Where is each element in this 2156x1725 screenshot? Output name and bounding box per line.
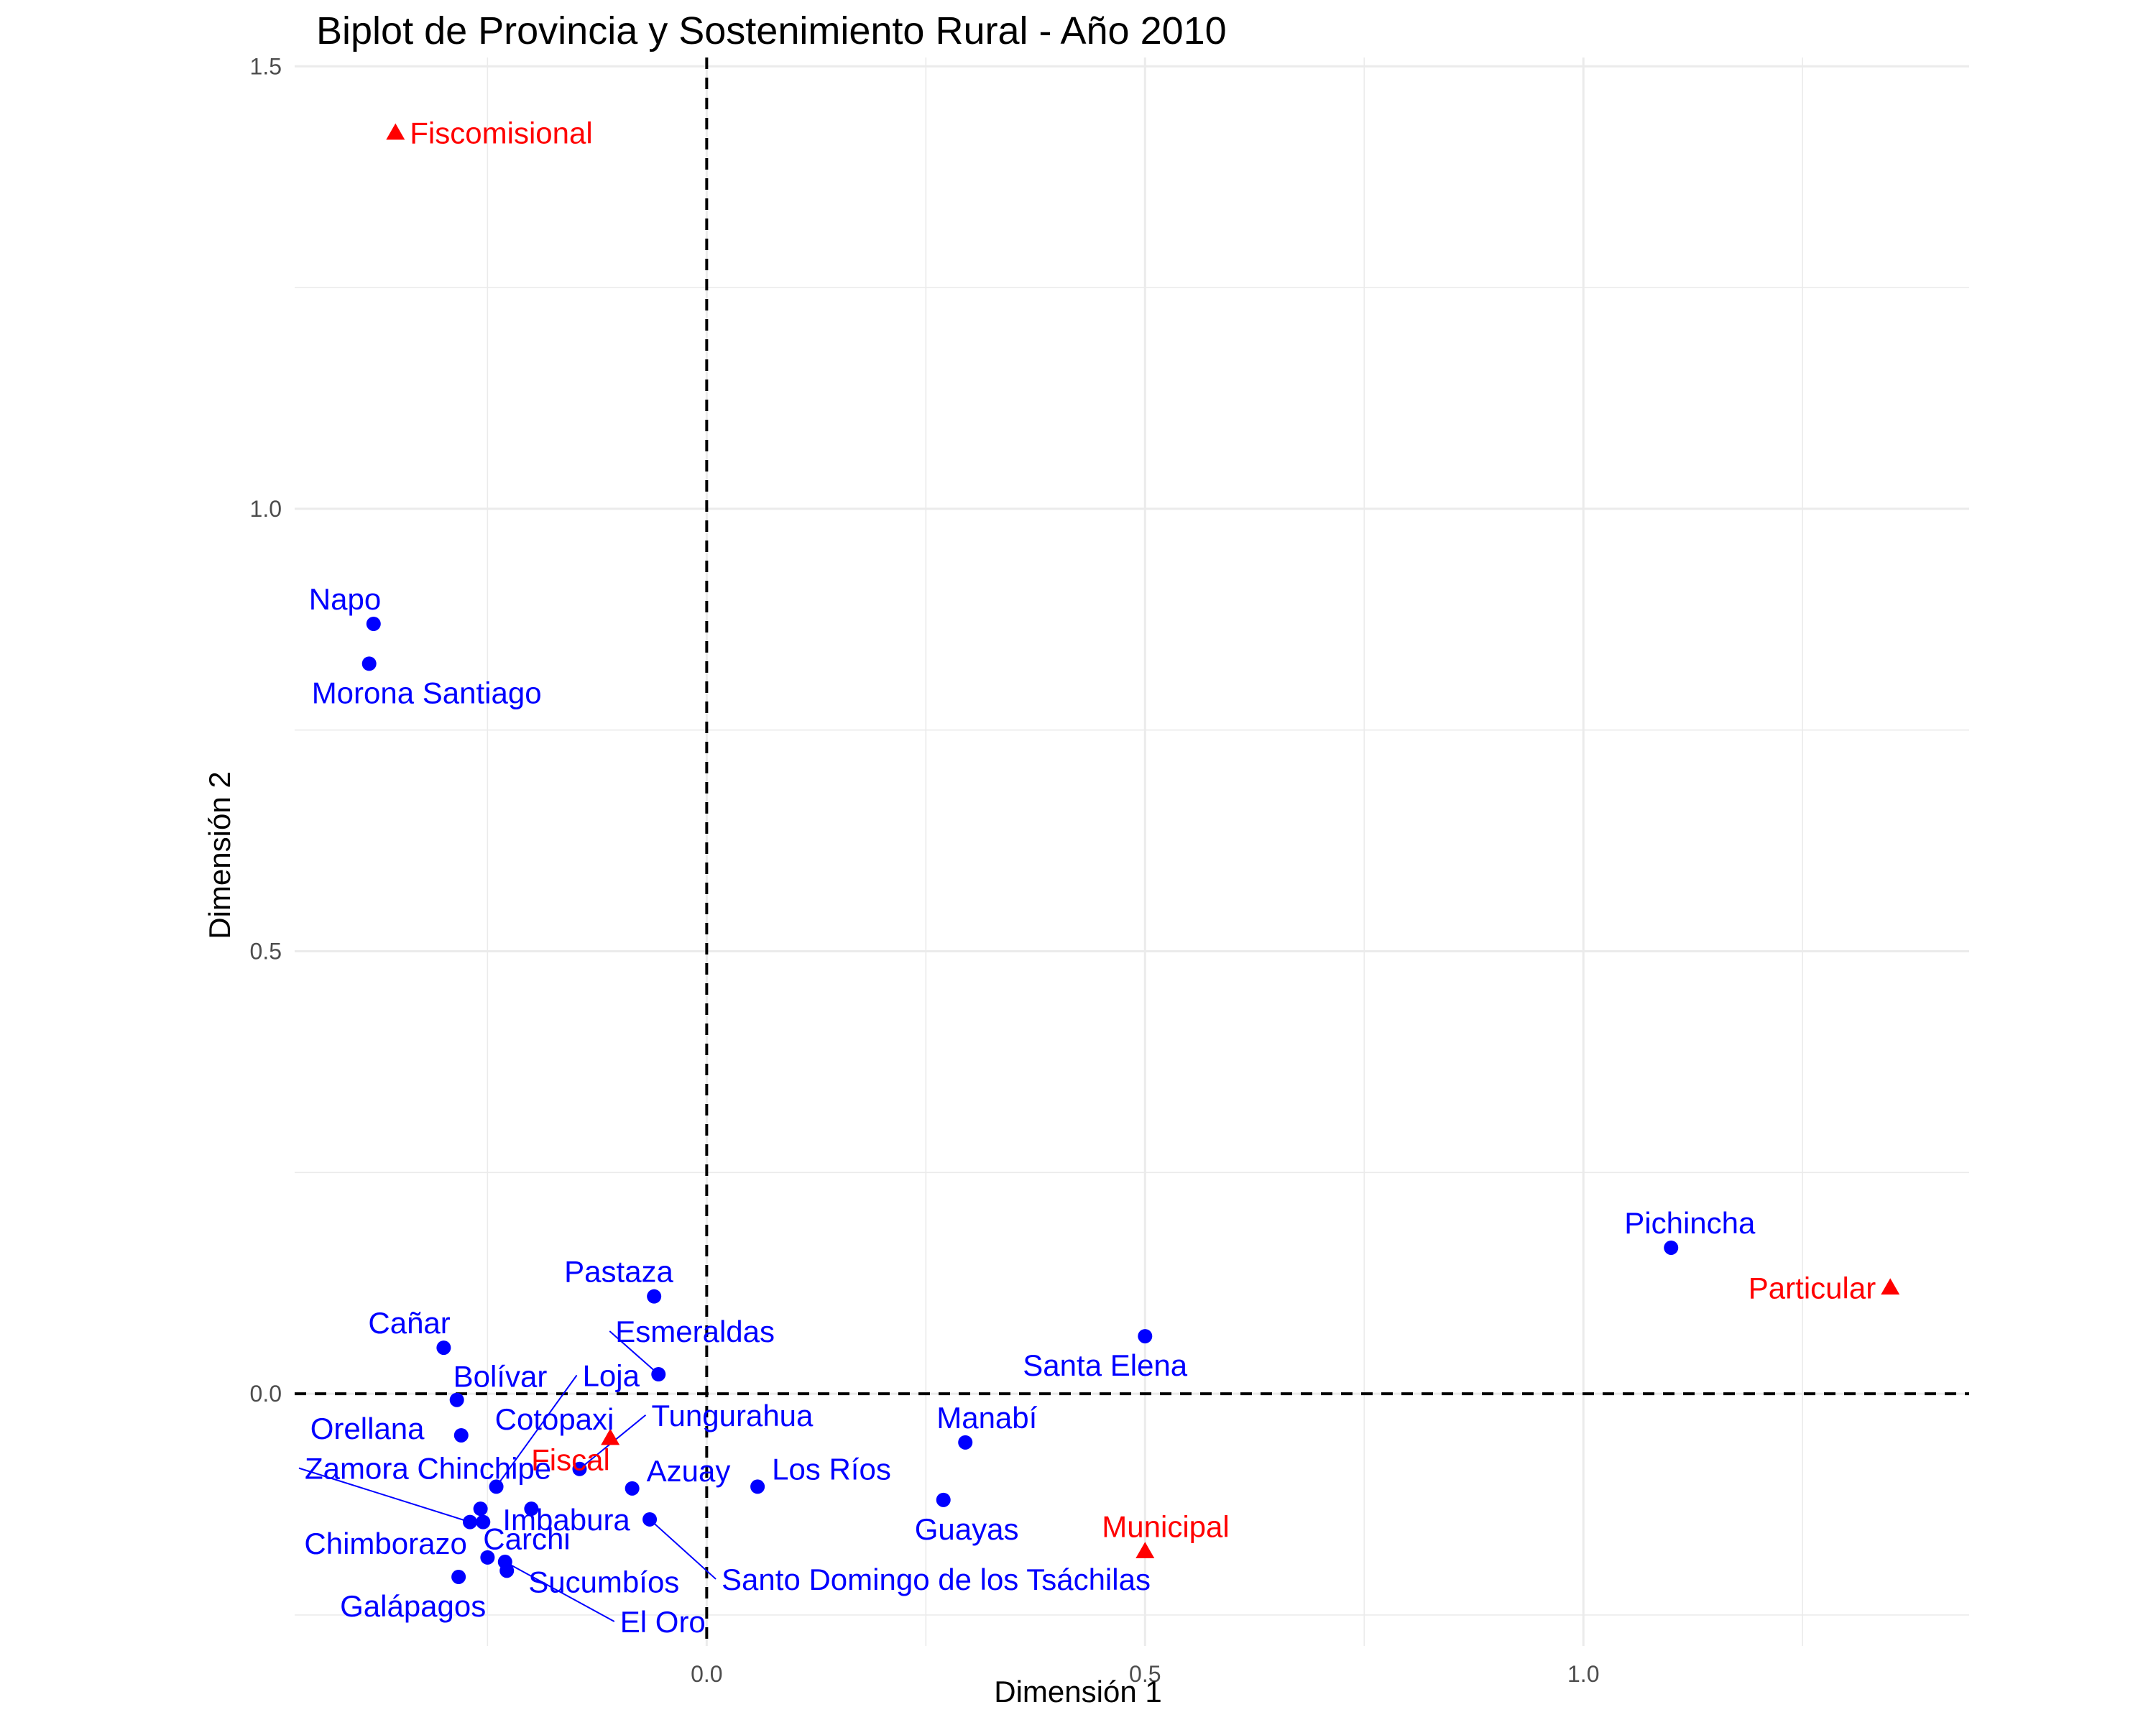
marker-esmeraldas — [651, 1367, 666, 1382]
marker-particular — [1881, 1278, 1900, 1295]
label-fiscal: Fiscal — [531, 1443, 610, 1477]
leader-el-oro — [505, 1561, 615, 1622]
marker-azuay — [625, 1481, 640, 1496]
marker-orellana — [453, 1427, 469, 1443]
label-santa-elena: Santa Elena — [1023, 1348, 1187, 1382]
leader-zamora-chinchipe — [298, 1467, 471, 1523]
label-pastaza: Pastaza — [564, 1255, 673, 1289]
marker-imbabura — [524, 1501, 539, 1517]
label-guayas: Guayas — [915, 1512, 1019, 1546]
tick-labels: 0.0 0.5 1.0 0.0 0.5 1.0 1.5 — [250, 53, 1600, 1687]
marker-sucumbios — [499, 1563, 515, 1578]
marker-cotopaxi — [473, 1501, 488, 1517]
marker-bolivar — [449, 1392, 464, 1407]
y-tick-label: 1.0 — [250, 496, 282, 522]
label-los-rios: Los Ríos — [772, 1452, 891, 1486]
marker-municipal — [1135, 1542, 1155, 1559]
label-chimborazo: Chimborazo — [304, 1527, 466, 1560]
label-municipal: Municipal — [1102, 1509, 1229, 1543]
marker-tungurahua — [572, 1461, 587, 1476]
label-azuay: Azuay — [647, 1454, 731, 1488]
marker-loja — [489, 1479, 504, 1494]
label-orellana: Orellana — [310, 1412, 425, 1445]
marker-pastaza — [647, 1289, 662, 1304]
marker-fiscomisional — [386, 123, 405, 140]
marker-canar — [436, 1340, 451, 1356]
label-pichincha: Pichincha — [1624, 1206, 1756, 1240]
marker-morona-santiago — [361, 656, 377, 671]
label-loja: Loja — [583, 1358, 640, 1392]
marker-manabi — [958, 1435, 973, 1450]
leader-loja — [495, 1374, 578, 1487]
chart-title: Biplot de Provincia y Sostenimiento Rura… — [316, 9, 1227, 52]
marker-pichincha — [1664, 1240, 1679, 1255]
label-tungurahua: Tungurahua — [651, 1399, 814, 1432]
x-tick-label: 0.5 — [1129, 1661, 1161, 1687]
label-morona-santiago: Morona Santiago — [312, 676, 542, 709]
y-tick-label: 1.5 — [250, 53, 282, 79]
label-el-oro: El Oro — [620, 1605, 706, 1639]
marker-galapagos — [451, 1569, 466, 1584]
marker-chimborazo — [480, 1550, 495, 1565]
label-galapagos: Galápagos — [340, 1589, 486, 1623]
leader-santo-domingo-de-los-tsachilas — [649, 1519, 717, 1580]
label-carchi: Carchi — [483, 1522, 570, 1556]
label-cotopaxi: Cotopaxi — [495, 1402, 614, 1436]
y-axis-label: Dimensión 2 — [203, 771, 236, 939]
marker-napo — [366, 616, 381, 631]
label-esmeraldas: Esmeraldas — [615, 1315, 775, 1348]
y-tick-label: 0.5 — [250, 939, 282, 965]
x-tick-label: 1.0 — [1567, 1661, 1599, 1687]
label-santo-domingo-de-los-tsachilas: Santo Domingo de los Tsáchilas — [722, 1563, 1151, 1596]
label-imbabura: Imbabura — [502, 1503, 630, 1537]
point-labels: Napo Morona Santiago Pichincha Pastaza Santa… — [304, 116, 1876, 1639]
marker-santo-domingo-de-los-tsachilas — [642, 1512, 658, 1527]
x-tick-label: 0.0 — [691, 1661, 722, 1687]
label-bolivar: Bolívar — [453, 1360, 548, 1394]
label-sucumbios: Sucumbíos — [528, 1565, 679, 1598]
x-axis-label: Dimensión 1 — [994, 1675, 1162, 1708]
label-napo: Napo — [309, 582, 381, 616]
label-canar: Cañar — [368, 1306, 450, 1340]
marker-los-rios — [750, 1479, 765, 1494]
marker-santa-elena — [1138, 1329, 1153, 1344]
label-particular: Particular — [1749, 1271, 1876, 1305]
leader-esmeraldas — [609, 1330, 659, 1375]
marker-guayas — [936, 1492, 951, 1507]
y-tick-label: 0.0 — [250, 1381, 282, 1407]
marker-fiscal — [601, 1428, 620, 1445]
marker-zamora-chinchipe — [462, 1514, 477, 1530]
label-fiscomisional: Fiscomisional — [410, 116, 592, 150]
data-points — [361, 123, 1900, 1584]
label-manabi: Manabí — [936, 1401, 1037, 1435]
label-zamora-chinchipe: Zamora Chinchipe — [305, 1452, 551, 1486]
reference-lines — [295, 58, 1969, 1646]
marker-carchi — [476, 1514, 491, 1530]
